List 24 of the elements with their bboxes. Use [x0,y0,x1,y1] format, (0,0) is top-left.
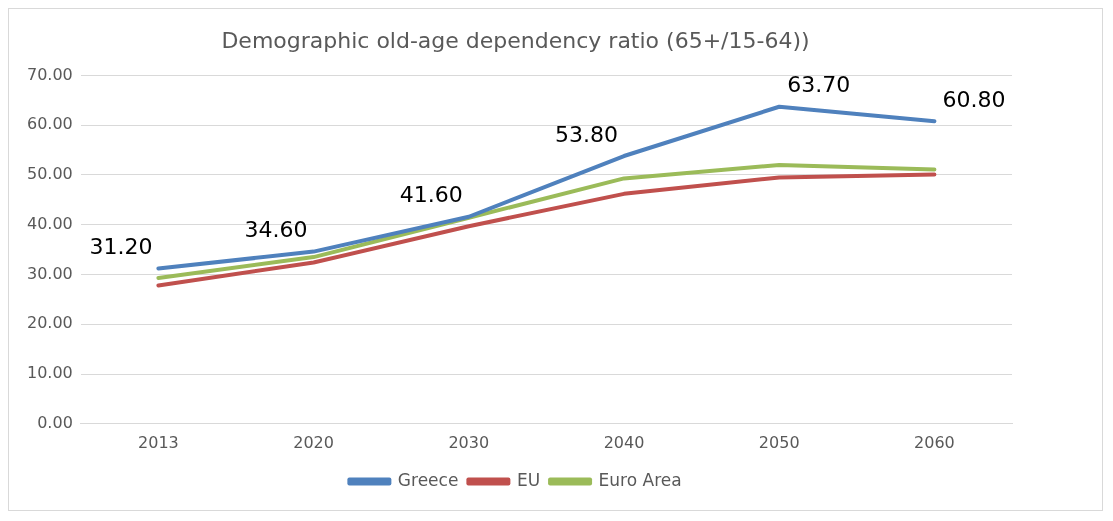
y-tick-label: 60.00 [26,114,73,134]
data-label: 53.80 [555,121,618,147]
chart-title: Demographic old-age dependency ratio (65+/15-64)) [221,27,810,53]
y-tick-label: 30.00 [26,263,73,283]
y-tick-label: 40.00 [26,213,73,233]
y-tick-label: 20.00 [26,313,73,333]
data-label: 60.80 [942,86,1006,112]
x-tick-label: 2060 [914,432,955,452]
y-tick-label: 50.00 [26,164,73,184]
data-label: 41.60 [399,182,463,208]
y-tick-label: 10.00 [26,363,73,383]
x-tick-label: 2020 [293,432,334,452]
data-label: 31.20 [89,234,153,260]
x-tick-label: 2050 [758,432,800,452]
legend-label: EU [516,469,541,490]
y-tick-label: 70.00 [26,64,73,84]
legend-label: Euro Area [598,469,682,490]
legend-label: Greece [397,469,459,490]
x-tick-label: 2040 [603,432,645,452]
data-label: 63.70 [787,72,851,98]
data-label: 34.60 [244,217,308,243]
y-tick-label: 0.00 [37,412,73,432]
x-tick-label: 2013 [138,432,179,452]
x-tick-label: 2030 [448,432,490,452]
